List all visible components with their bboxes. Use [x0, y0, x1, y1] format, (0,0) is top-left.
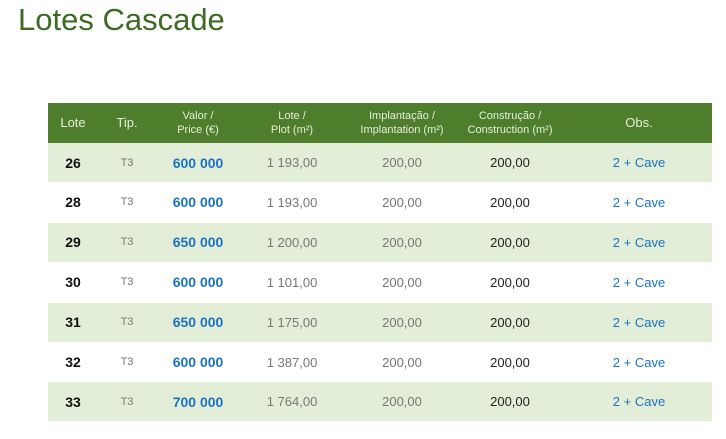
column-header: Tip.	[116, 103, 137, 143]
table-cell: 650 000	[172, 314, 224, 331]
table-cell: 200,00	[382, 155, 422, 170]
table-cell: 28	[65, 194, 81, 211]
column-header: Implantação / Implantation (m²)	[360, 103, 443, 143]
table-cell: 200,00	[490, 234, 530, 250]
header-line: Lote /	[278, 110, 306, 122]
table-cell: 2 + Cave	[612, 394, 666, 410]
table-cell: 1 764,00	[266, 394, 318, 410]
page-title: Lotes Cascade	[18, 2, 225, 37]
table-row: 28 T3 600 000 1 193,00 200,00 200,00 2 + Cave	[48, 182, 712, 222]
table-cell: T3	[120, 276, 134, 289]
table-cell: 1 101,00	[266, 274, 318, 290]
header-line: Construção /	[478, 110, 542, 122]
table-cell: 1 193,00	[266, 155, 318, 170]
table-cell: 200,00	[490, 394, 530, 410]
table-cell: 2 + Cave	[612, 274, 666, 290]
table-cell: 200,00	[490, 194, 530, 210]
header-line: Implantation (m²)	[360, 124, 444, 136]
table-row: 31 T3 650 000 1 175,00 200,00 200,00 2 + Cave	[48, 302, 712, 342]
table-cell: 200,00	[382, 234, 422, 250]
table-row: 32 T3 600 000 1 387,00 200,00 200,00 2 + Cave	[48, 342, 712, 382]
table-cell: T3	[120, 316, 134, 329]
table-row: 29 T3 650 000 1 200,00 200,00 200,00 2 + Cave	[48, 222, 712, 262]
table-cell: 600 000	[172, 154, 224, 171]
table-cell: 200,00	[382, 194, 422, 210]
column-header: Obs.	[625, 103, 652, 143]
table-cell: 1 200,00	[266, 234, 318, 250]
table-cell: 29	[65, 234, 81, 251]
header-line: Implantação /	[368, 110, 436, 122]
table-cell: 600 000	[172, 274, 224, 291]
table-cell: 700 000	[172, 393, 224, 410]
table-cell: 200,00	[490, 155, 530, 170]
table-header: Lote Tip. Valor / Price (€) Lote / Plot (m²) I…	[48, 103, 712, 143]
table-cell: 1 387,00	[266, 354, 318, 370]
table-row: 26 T3 600 000 1 193,00 200,00 200,00 2 + Cave	[48, 143, 712, 182]
header-line: Valor /	[182, 110, 214, 122]
table-cell: 1 193,00	[266, 194, 318, 210]
table-cell: 26	[65, 154, 81, 171]
table-cell: T3	[120, 395, 134, 408]
table-cell: 600 000	[172, 354, 224, 370]
table-cell: 200,00	[382, 274, 422, 290]
table-cell: 650 000	[172, 234, 224, 251]
column-header: Lote	[60, 103, 85, 143]
table-cell: 600 000	[172, 194, 224, 211]
table-cell: 2 + Cave	[612, 354, 666, 370]
header-line: Plot (m²)	[270, 124, 314, 136]
table-row: 30 T3 600 000 1 101,00 200,00 200,00 2 + Cave	[48, 262, 712, 302]
table-cell: 200,00	[382, 394, 422, 410]
column-header: Lote / Plot (m²)	[271, 103, 313, 143]
column-header: Construção / Construction (m²)	[468, 103, 553, 143]
table-cell: 1 175,00	[266, 314, 318, 330]
table-cell: 33	[65, 393, 81, 410]
table-cell: T3	[120, 156, 134, 169]
table-cell: 200,00	[490, 274, 530, 290]
table-cell: 2 + Cave	[612, 155, 666, 170]
table-cell: 2 + Cave	[612, 234, 666, 250]
header-line: Lote	[60, 115, 86, 130]
table-cell: 200,00	[382, 314, 422, 330]
table-row: 33 T3 700 000 1 764,00 200,00 200,00 2 + Cave	[48, 382, 712, 422]
column-header: Valor / Price (€)	[177, 103, 219, 143]
table-cell: 200,00	[490, 314, 530, 330]
table-cell: T3	[120, 236, 134, 249]
table-cell: 32	[65, 354, 81, 370]
table-cell: T3	[120, 356, 134, 368]
table-cell: T3	[120, 196, 134, 209]
table-cell: 200,00	[382, 354, 422, 370]
table-cell: 2 + Cave	[612, 194, 666, 210]
header-line: Obs.	[625, 115, 653, 130]
header-line: Price (€)	[177, 124, 219, 136]
table-cell: 31	[65, 314, 81, 331]
table-cell: 30	[65, 274, 81, 291]
header-line: Construction (m²)	[467, 124, 553, 136]
table-cell: 200,00	[490, 354, 530, 370]
table-cell: 2 + Cave	[612, 314, 666, 330]
header-line: Tip.	[116, 115, 138, 130]
